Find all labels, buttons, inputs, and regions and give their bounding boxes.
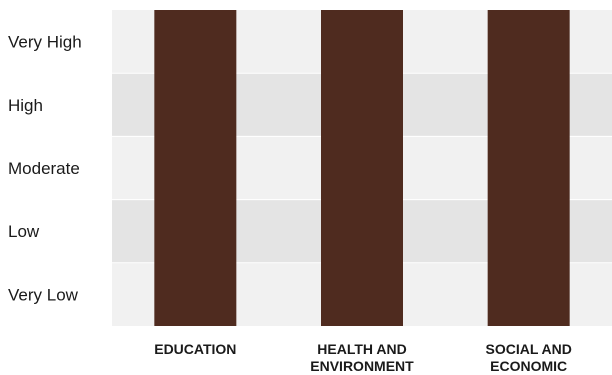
x-tick-label: ENVIRONMENT: [310, 358, 414, 374]
bars: [154, 10, 570, 326]
y-tick-label: Very Low: [8, 285, 79, 304]
bar: [487, 10, 570, 326]
x-tick-label: HEALTH AND: [317, 341, 406, 357]
bar: [154, 10, 237, 326]
x-tick-label: SOCIAL AND: [485, 341, 571, 357]
y-tick-label: High: [8, 96, 43, 115]
y-tick-label: Very High: [8, 33, 82, 52]
y-tick-label: Moderate: [8, 159, 80, 178]
y-tick-label: Low: [8, 222, 40, 241]
bar: [321, 10, 403, 326]
x-tick-label: EDUCATION: [154, 341, 236, 357]
x-tick-label: ECONOMIC: [490, 358, 567, 374]
y-axis-labels: Very High High Moderate Low Very Low: [8, 33, 82, 305]
